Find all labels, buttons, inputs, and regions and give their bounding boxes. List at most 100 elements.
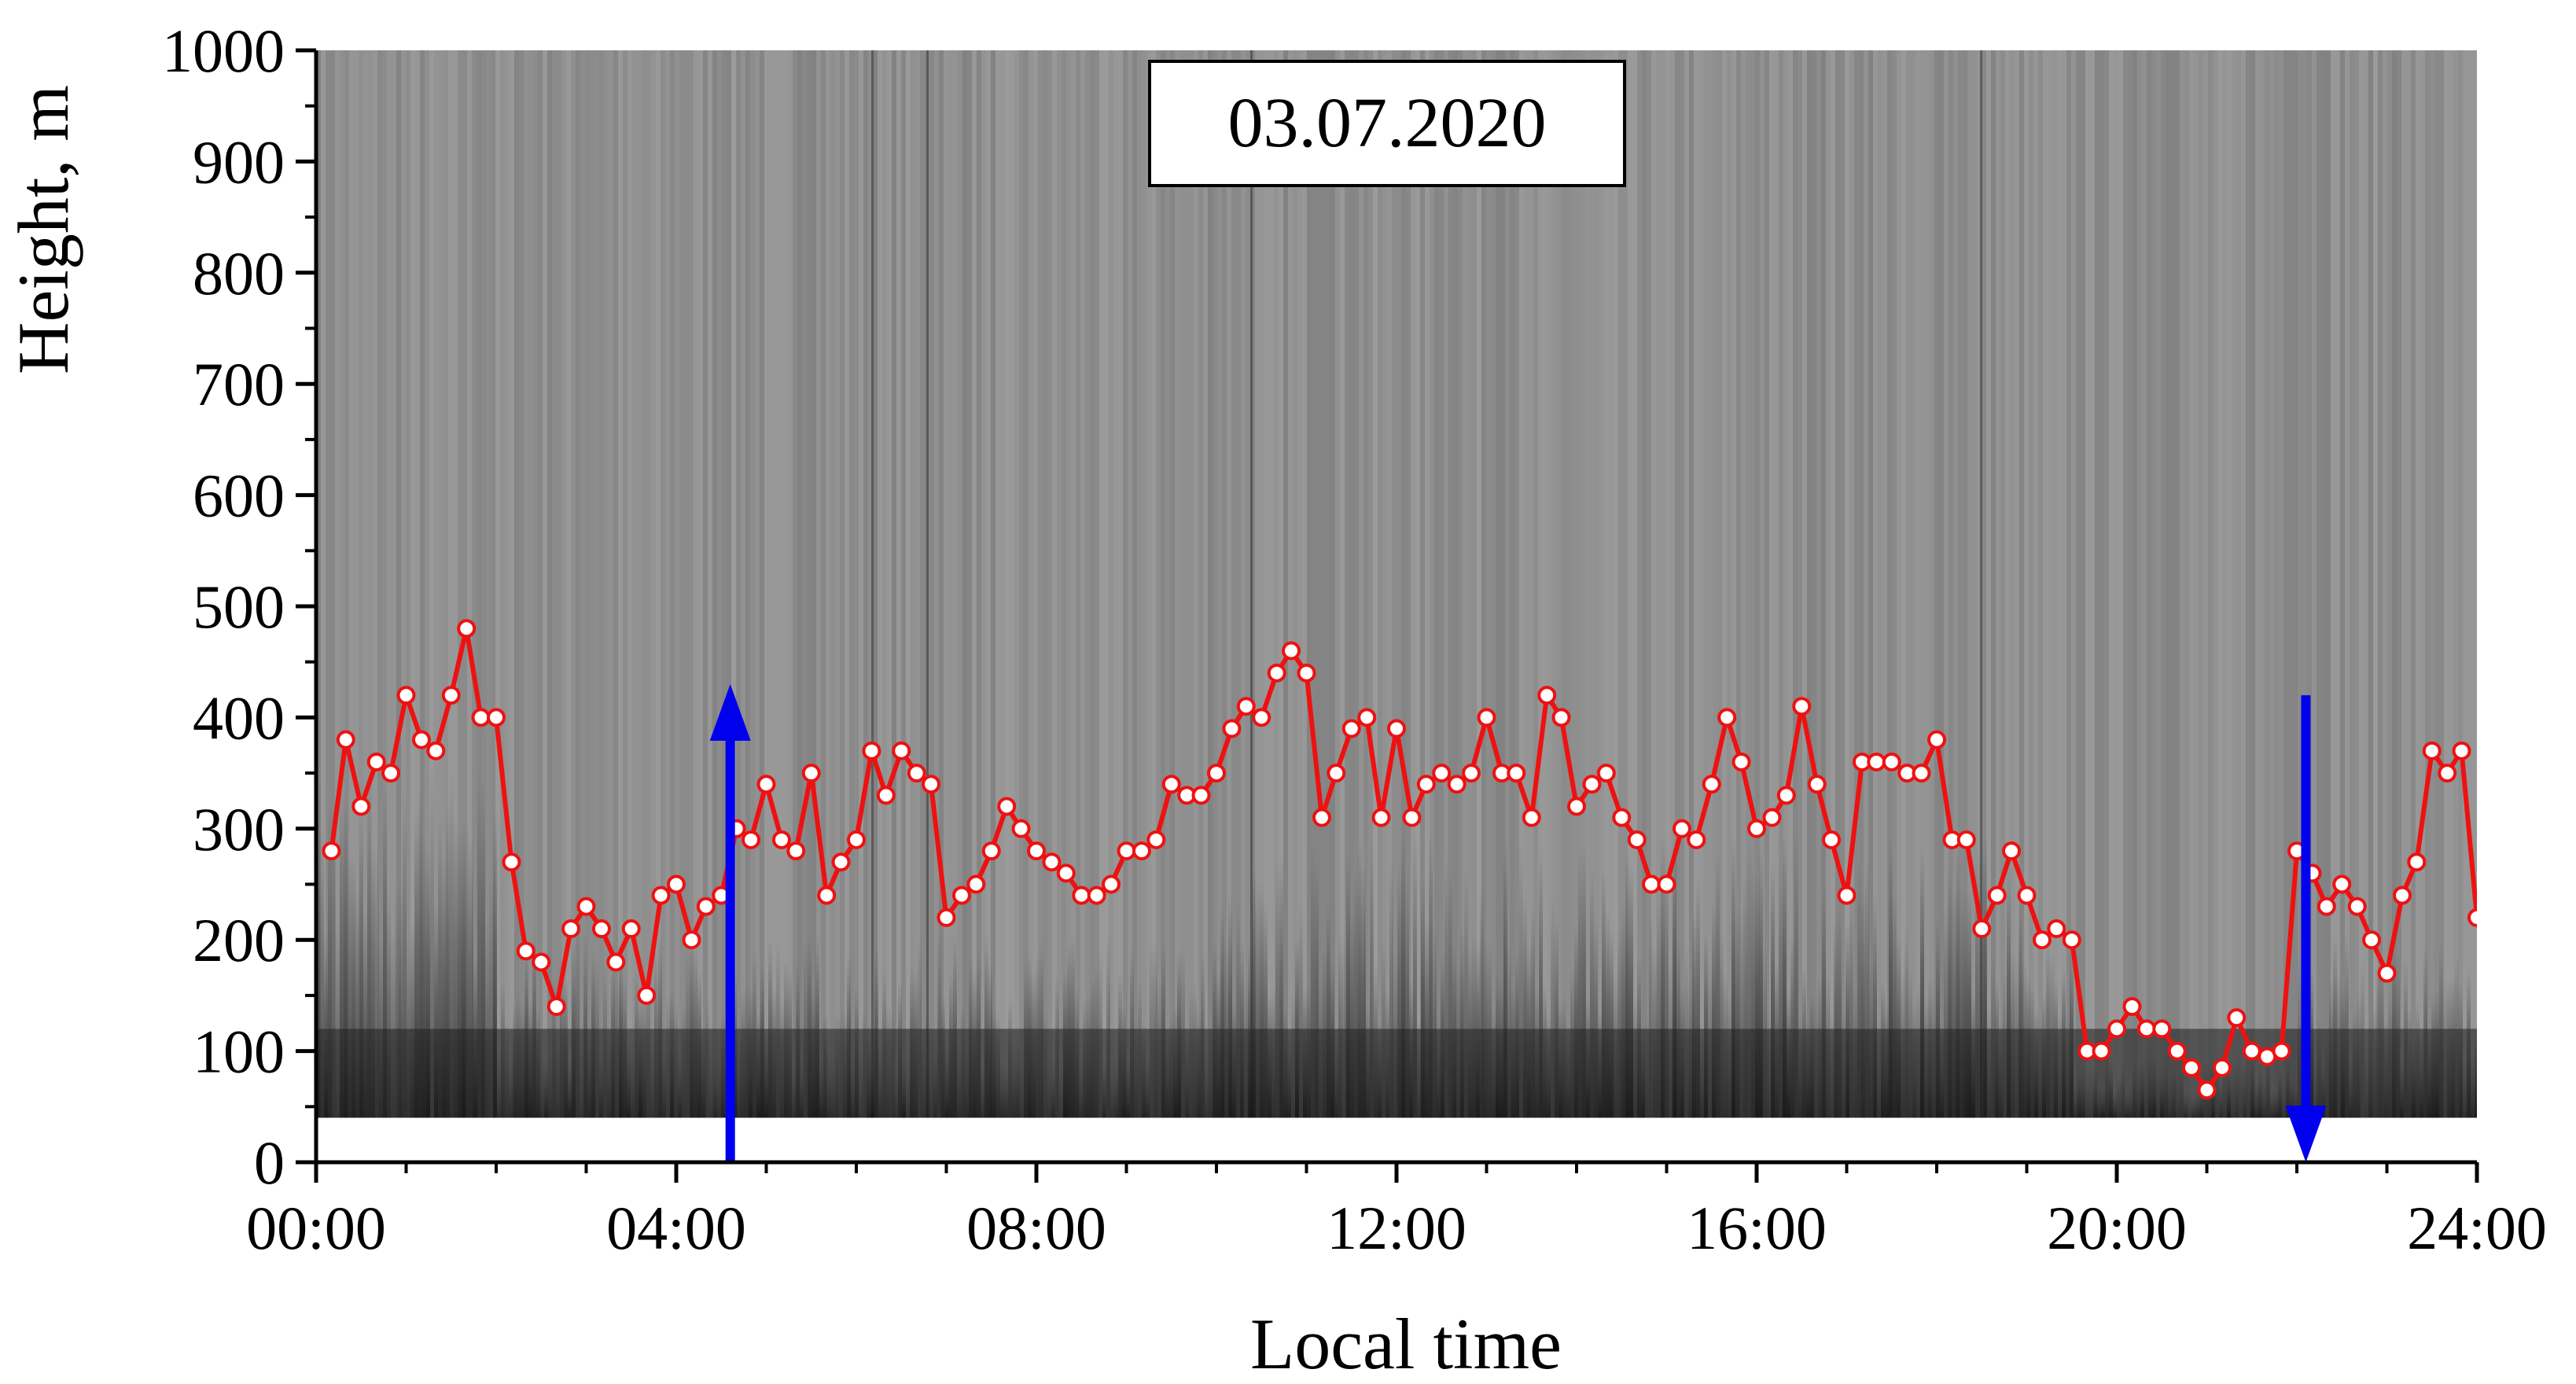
data-point [1912, 764, 1931, 783]
data-point [1297, 663, 1316, 683]
data-point [2407, 852, 2427, 872]
data-point [1657, 874, 1676, 894]
data-point [682, 930, 701, 950]
data-point [1687, 830, 1706, 849]
data-point [2136, 1019, 2156, 1039]
data-point [1717, 708, 1737, 727]
y-tick-label: 0 [254, 1128, 285, 1197]
data-point [1507, 764, 1526, 783]
data-point [576, 896, 596, 916]
data-point [322, 841, 341, 861]
data-point [1191, 786, 1211, 805]
data-point [1672, 819, 1691, 838]
data-point [1972, 919, 1992, 939]
data-point [742, 830, 761, 849]
y-tick-label: 500 [193, 572, 285, 641]
y-tick-label: 600 [193, 462, 285, 530]
data-point [1327, 764, 1346, 783]
data-point [1567, 797, 1586, 816]
data-point [2362, 930, 2382, 950]
data-point [351, 797, 371, 816]
data-point [1371, 808, 1391, 827]
data-point [2242, 1041, 2261, 1061]
data-point [2122, 997, 2142, 1017]
data-point [1807, 775, 1827, 794]
echogram-background [316, 50, 2477, 1162]
y-tick-label: 100 [193, 1018, 285, 1086]
data-point [1072, 885, 1091, 905]
data-point [1042, 852, 1062, 872]
data-point [1612, 808, 1632, 827]
data-point [2167, 1041, 2187, 1061]
x-tick-label: 20:00 [2047, 1194, 2187, 1262]
data-point [441, 686, 461, 705]
y-tick-label: 300 [193, 795, 285, 863]
x-tick-label: 24:00 [2407, 1194, 2547, 1262]
data-point [2332, 874, 2352, 894]
arrow-marker-down [2285, 695, 2327, 1162]
data-point [1387, 719, 1406, 738]
data-point [651, 885, 671, 905]
data-point [621, 919, 641, 939]
data-point [1956, 830, 1976, 849]
data-point [1236, 697, 1256, 716]
x-tick-label: 12:00 [1327, 1194, 1466, 1262]
data-point [1207, 764, 1226, 783]
data-point [411, 730, 431, 749]
data-point [2017, 885, 2037, 905]
data-point [1117, 841, 1136, 861]
data-point [471, 708, 491, 727]
data-point [1882, 752, 1901, 771]
x-tick-label: 08:00 [966, 1194, 1106, 1262]
data-point [591, 919, 611, 939]
data-point [2002, 841, 2022, 861]
y-tick-label: 200 [193, 906, 285, 974]
data-point [2392, 885, 2412, 905]
data-point [2467, 907, 2477, 927]
data-point [2047, 919, 2066, 939]
data-point [1762, 808, 1782, 827]
date-label: 03.07.2020 [1228, 84, 1547, 162]
data-point [1222, 719, 1242, 738]
data-point [1402, 808, 1422, 827]
data-point [2227, 1008, 2247, 1028]
data-point [1776, 786, 1796, 805]
data-point [966, 874, 986, 894]
data-point [667, 874, 686, 894]
data-point [981, 841, 1001, 861]
y-tick-label: 700 [193, 350, 285, 418]
data-point [892, 741, 911, 760]
data-point [2182, 1058, 2202, 1077]
data-point [862, 741, 881, 760]
data-point [381, 764, 401, 783]
data-point [426, 741, 446, 760]
data-point [876, 786, 896, 805]
data-point [951, 885, 971, 905]
x-tick-label: 00:00 [246, 1194, 386, 1262]
data-point [1267, 663, 1286, 683]
data-point [1551, 708, 1571, 727]
data-point [922, 775, 941, 794]
data-point [2438, 764, 2457, 783]
data-point [2452, 741, 2471, 760]
data-point [336, 730, 355, 749]
data-point [696, 896, 716, 916]
data-point [1731, 752, 1751, 771]
data-point [1341, 719, 1361, 738]
data-point [1522, 808, 1541, 827]
data-point [1011, 819, 1031, 838]
data-point [786, 841, 806, 861]
data-point [997, 797, 1017, 816]
data-point [1582, 775, 1602, 794]
data-point [1146, 830, 1166, 849]
x-tick-label: 16:00 [1687, 1194, 1827, 1262]
data-point [817, 885, 837, 905]
y-tick-label: 900 [193, 127, 285, 196]
x-axis-title: Local time [1250, 1304, 1562, 1384]
data-point [487, 708, 506, 727]
data-point [516, 941, 535, 961]
data-point [1822, 830, 1842, 849]
data-point [637, 985, 657, 1005]
data-point [2092, 1041, 2111, 1061]
data-point [502, 852, 521, 872]
